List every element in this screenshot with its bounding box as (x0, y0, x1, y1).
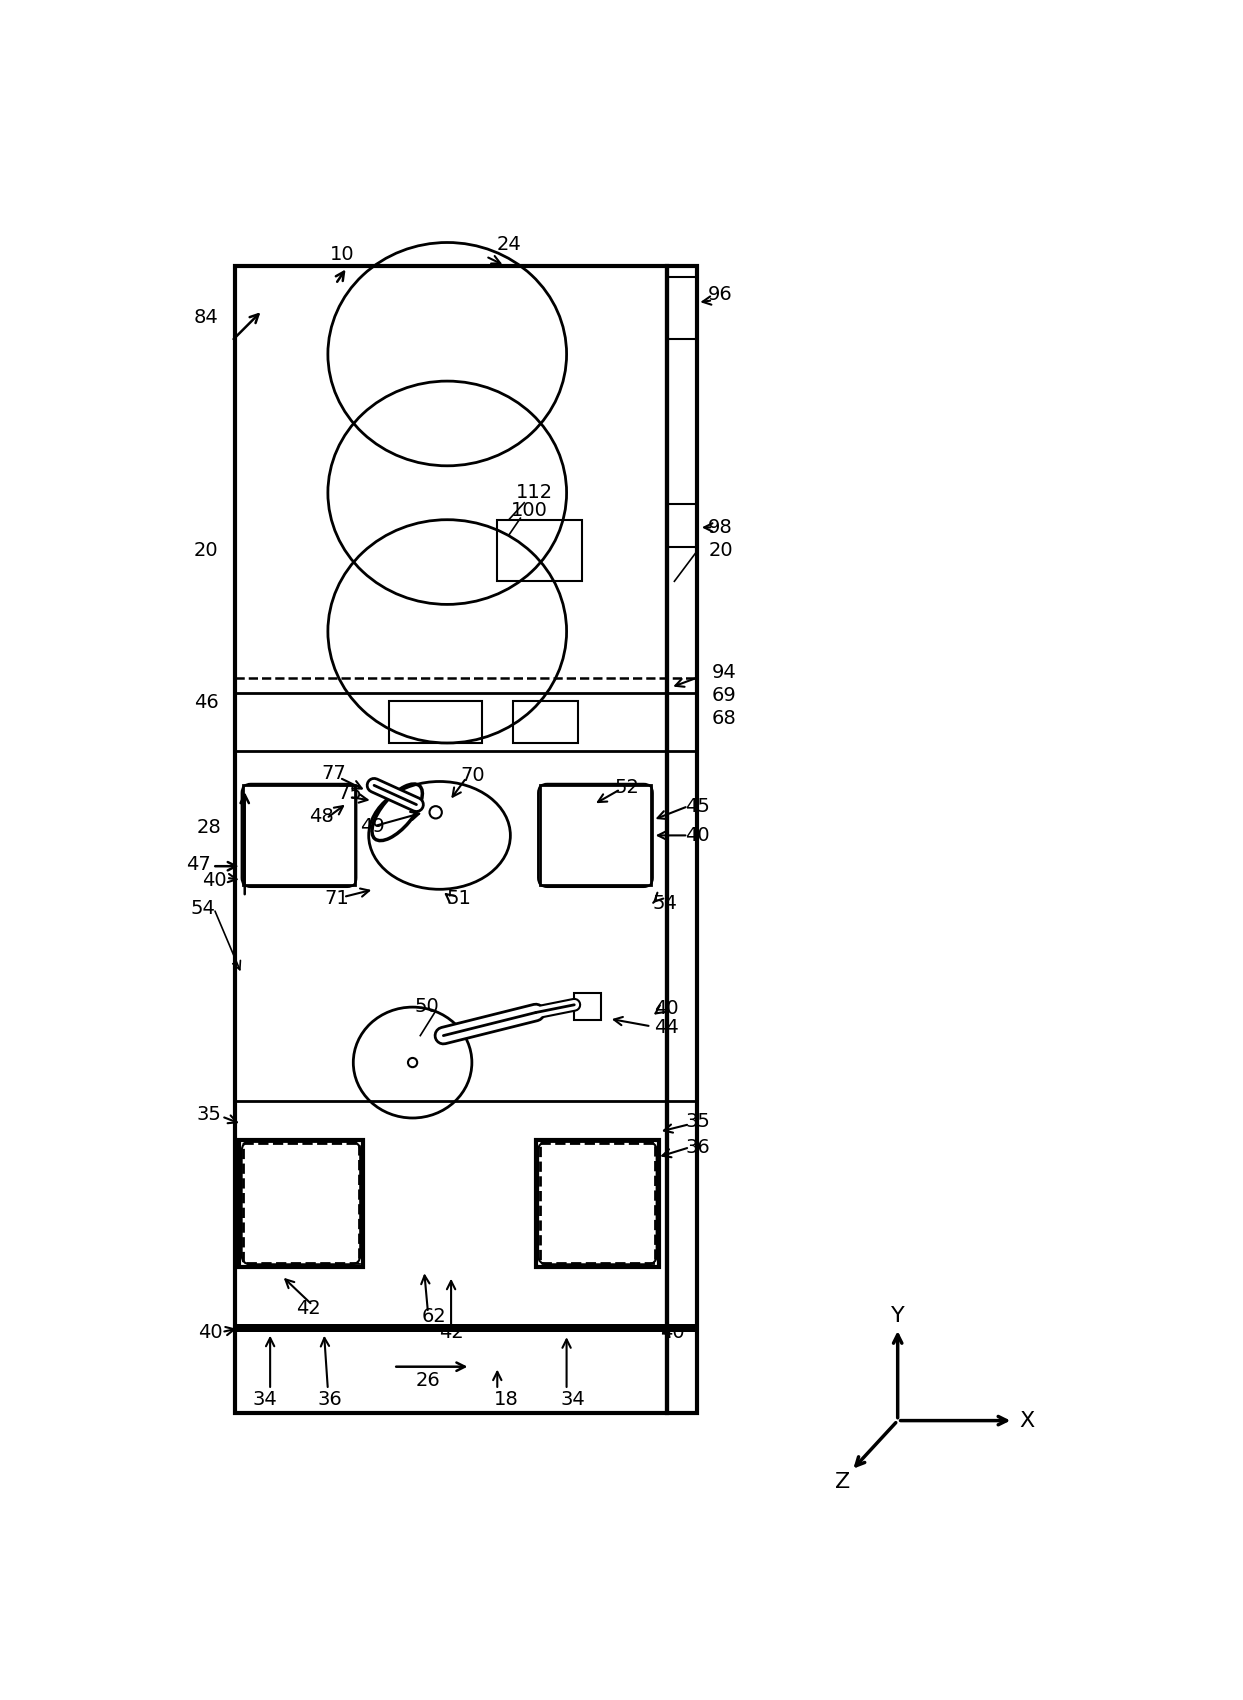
Bar (536, 1139, 659, 1266)
Text: 42: 42 (296, 1299, 321, 1319)
Text: 98: 98 (709, 518, 733, 537)
Text: 40: 40 (685, 826, 710, 845)
Bar (539, 785, 651, 886)
Text: 68: 68 (712, 709, 737, 728)
Text: 47: 47 (186, 855, 211, 874)
Text: Z: Z (834, 1472, 850, 1493)
Text: 40: 40 (660, 1323, 685, 1341)
Text: 96: 96 (709, 286, 733, 304)
Bar (389, 700, 482, 743)
Text: 35: 35 (685, 1112, 710, 1130)
Text: 45: 45 (685, 797, 710, 816)
Text: 20: 20 (194, 541, 219, 559)
Text: 35: 35 (196, 1105, 221, 1124)
Text: 36: 36 (685, 1137, 710, 1156)
Text: 75: 75 (337, 784, 362, 802)
Text: Y: Y (891, 1306, 905, 1326)
Text: 26: 26 (415, 1372, 440, 1391)
Text: 54: 54 (653, 894, 677, 913)
Text: 52: 52 (614, 779, 639, 797)
Text: 20: 20 (709, 541, 733, 559)
Bar (235, 265, 666, 1413)
Text: 46: 46 (194, 694, 219, 712)
Text: 10: 10 (329, 245, 354, 264)
Text: 70: 70 (460, 765, 485, 785)
Text: 34: 34 (561, 1389, 585, 1409)
Bar (666, 505, 697, 547)
Circle shape (430, 806, 441, 818)
Text: 50: 50 (414, 996, 439, 1017)
Bar (497, 520, 582, 581)
Text: 77: 77 (322, 765, 347, 784)
Text: 24: 24 (496, 235, 521, 253)
Text: 51: 51 (446, 889, 471, 908)
Text: 28: 28 (196, 818, 221, 836)
Text: 71: 71 (324, 889, 349, 908)
Bar (244, 785, 354, 886)
Text: 34: 34 (252, 1389, 277, 1409)
Text: 48: 48 (310, 808, 334, 826)
Circle shape (408, 1057, 418, 1068)
Bar (235, 694, 697, 751)
Text: 36: 36 (317, 1389, 342, 1409)
Text: 40: 40 (199, 1323, 224, 1341)
Bar (666, 265, 697, 1413)
Bar (574, 993, 602, 1020)
Bar (235, 1324, 697, 1333)
Text: 42: 42 (439, 1323, 464, 1341)
Text: 44: 44 (654, 1018, 679, 1037)
Text: 40: 40 (201, 870, 226, 889)
Text: 40: 40 (654, 1000, 679, 1018)
Bar (666, 277, 697, 338)
Bar (512, 700, 578, 743)
Bar (240, 1139, 363, 1266)
Bar (539, 1144, 655, 1263)
Text: 49: 49 (360, 816, 385, 836)
Text: 69: 69 (712, 685, 737, 706)
Text: 54: 54 (190, 899, 215, 918)
Text: 112: 112 (516, 483, 553, 502)
Text: 94: 94 (712, 663, 737, 682)
Text: 62: 62 (421, 1307, 446, 1326)
Text: 84: 84 (194, 308, 219, 328)
Text: X: X (1019, 1411, 1034, 1431)
Text: 18: 18 (495, 1389, 518, 1409)
Text: 100: 100 (511, 502, 548, 520)
Bar (244, 1144, 359, 1263)
